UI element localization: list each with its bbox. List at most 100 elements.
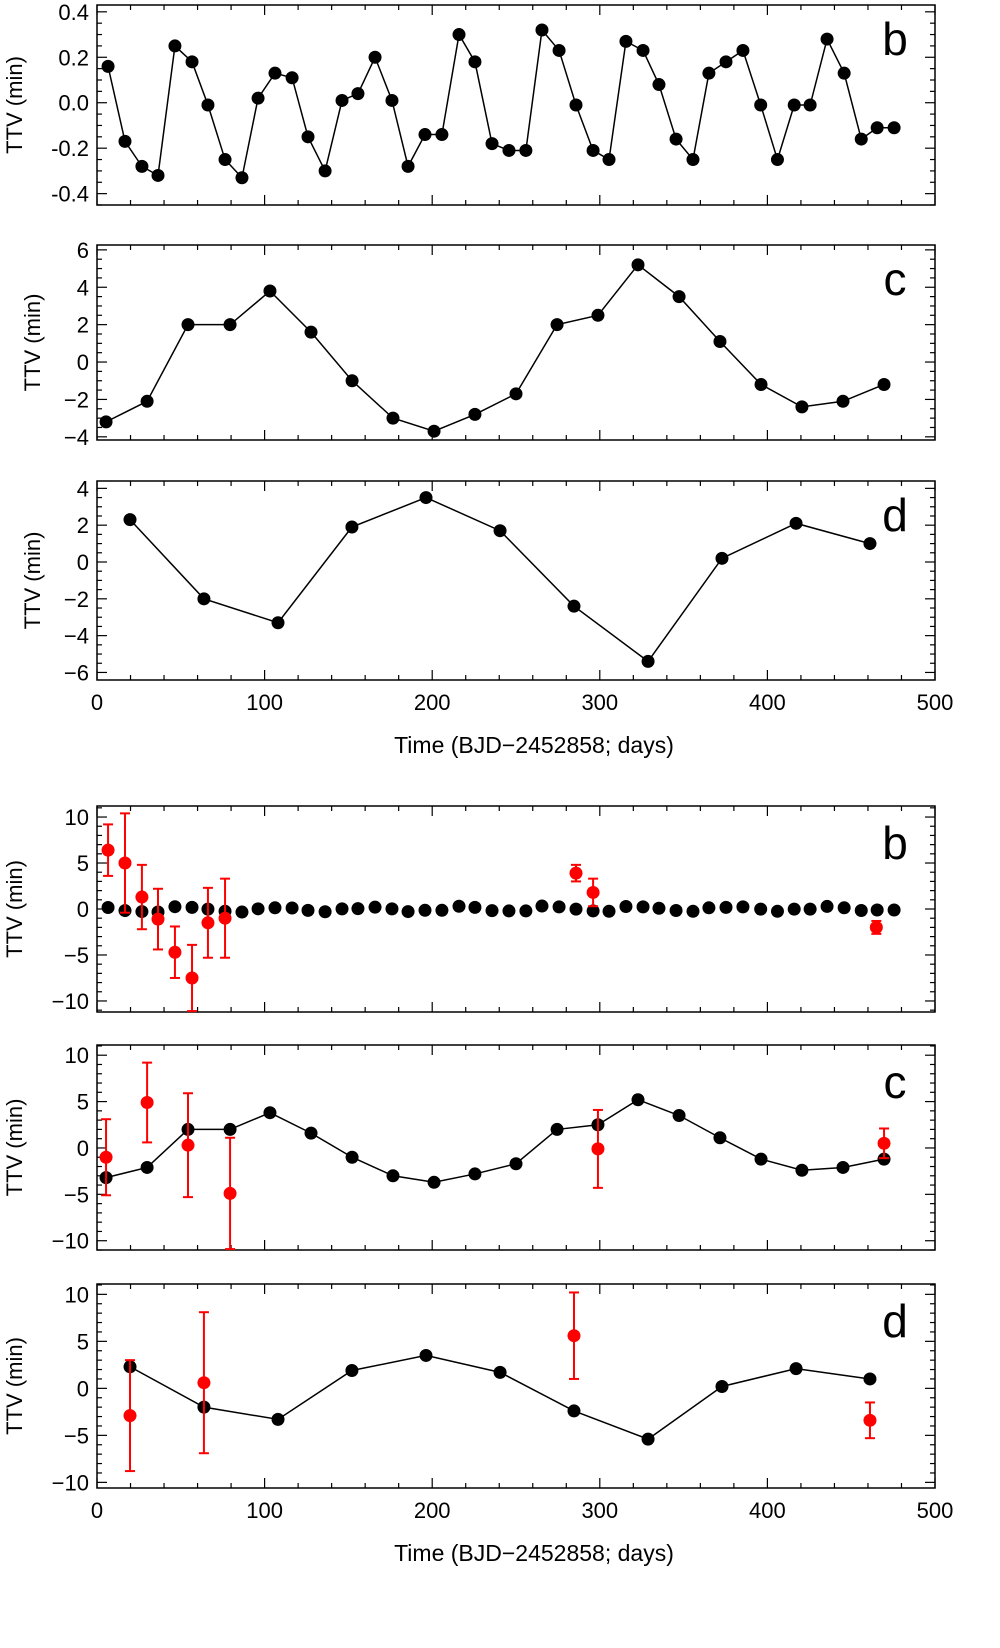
model-point xyxy=(535,23,549,37)
y-axis-label: TTV (min) xyxy=(2,1337,27,1435)
model-point xyxy=(385,902,399,916)
model-point xyxy=(863,1372,877,1386)
y-tick-label: −5 xyxy=(64,1182,89,1207)
y-axis-label: TTV (min) xyxy=(2,860,27,958)
observed-point xyxy=(218,911,232,925)
model-point xyxy=(419,1348,433,1362)
observed-point xyxy=(586,885,600,899)
model-point xyxy=(468,900,482,914)
model-point xyxy=(736,43,750,57)
observed-point xyxy=(869,920,883,934)
y-tick-label: 5 xyxy=(77,1329,89,1354)
model-point xyxy=(318,905,332,919)
observed-point xyxy=(863,1413,877,1427)
model-point xyxy=(870,903,884,917)
model-point xyxy=(787,902,801,916)
x-tick-label: 200 xyxy=(414,1498,451,1523)
y-tick-label: 10 xyxy=(65,1282,89,1307)
model-point xyxy=(435,128,449,142)
panel-c-1: −4 −2 0 2 4 6 TTV (min) c xyxy=(20,238,936,450)
model-point xyxy=(218,153,232,167)
model-point xyxy=(586,143,600,157)
model-point xyxy=(304,1126,318,1140)
model-point xyxy=(427,424,441,438)
model-point xyxy=(770,153,784,167)
y-tick-label: −10 xyxy=(52,1229,89,1254)
model-point xyxy=(669,132,683,146)
observed-point xyxy=(135,890,149,904)
model-point xyxy=(268,66,282,80)
model-point xyxy=(101,901,115,915)
observed-point xyxy=(99,1150,113,1164)
model-point xyxy=(719,900,733,914)
model-point xyxy=(468,407,482,421)
panel-c-4: −10 −5 0 5 10 TTV (min) c xyxy=(2,1043,936,1254)
x-axis-label: Time (BJD−2452858; days) xyxy=(394,732,674,758)
model-point xyxy=(641,654,655,668)
model-point xyxy=(385,93,399,107)
model-point xyxy=(713,334,727,348)
y-tick-label: 0 xyxy=(77,350,89,375)
model-point xyxy=(686,153,700,167)
model-point xyxy=(251,902,265,916)
model-point xyxy=(569,902,583,916)
model-point xyxy=(135,159,149,173)
x-axis-label: Time (BJD−2452858; days) xyxy=(394,1540,674,1566)
model-point xyxy=(863,537,877,551)
model-point xyxy=(335,902,349,916)
model-point xyxy=(345,1363,359,1377)
x-tick-label: 100 xyxy=(246,690,283,715)
model-point xyxy=(418,903,432,917)
y-tick-label: 0 xyxy=(77,897,89,922)
model-point xyxy=(351,87,365,101)
model-point xyxy=(418,128,432,142)
model-point xyxy=(820,899,834,913)
plot-frame xyxy=(96,480,936,681)
plot-frame xyxy=(96,4,936,206)
model-point xyxy=(619,34,633,48)
model-point xyxy=(351,902,365,916)
observed-point xyxy=(223,1186,237,1200)
model-point xyxy=(419,491,433,505)
model-point xyxy=(263,284,277,298)
observed-point xyxy=(197,1376,211,1390)
y-tick-label: −2 xyxy=(64,387,89,412)
model-line xyxy=(105,1098,885,1184)
model-point xyxy=(345,374,359,388)
model-point xyxy=(201,98,215,112)
model-point xyxy=(140,394,154,408)
observed-point xyxy=(185,971,199,985)
y-axis-label: TTV (min) xyxy=(2,1099,27,1197)
model-point xyxy=(854,903,868,917)
model-point xyxy=(345,1150,359,1164)
model-point xyxy=(301,903,315,917)
model-point xyxy=(509,1157,523,1171)
model-point xyxy=(887,903,901,917)
observed-point xyxy=(567,1329,581,1343)
x-tick-label: 100 xyxy=(246,1498,283,1523)
model-point xyxy=(368,900,382,914)
model-point xyxy=(519,904,533,918)
observed-point xyxy=(168,945,182,959)
model-point xyxy=(168,39,182,53)
panel-b-0: -0.4 -0.2 0.0 0.2 0.4 TTV (min) b xyxy=(2,0,936,207)
model-point xyxy=(268,901,282,915)
model-point xyxy=(509,387,523,401)
model-point xyxy=(550,1122,564,1136)
model-point xyxy=(803,98,817,112)
model-point xyxy=(304,325,318,339)
model-point xyxy=(652,901,666,915)
y-tick-label: 0 xyxy=(77,550,89,575)
y-tick-label: 10 xyxy=(65,805,89,830)
model-point xyxy=(754,377,768,391)
model-point xyxy=(185,900,199,914)
y-tick-label: −4 xyxy=(64,624,89,649)
model-point xyxy=(836,394,850,408)
model-point xyxy=(602,153,616,167)
model-point xyxy=(636,43,650,57)
model-point xyxy=(569,98,583,112)
model-point xyxy=(713,1131,727,1145)
model-point xyxy=(854,132,868,146)
model-point xyxy=(519,143,533,157)
